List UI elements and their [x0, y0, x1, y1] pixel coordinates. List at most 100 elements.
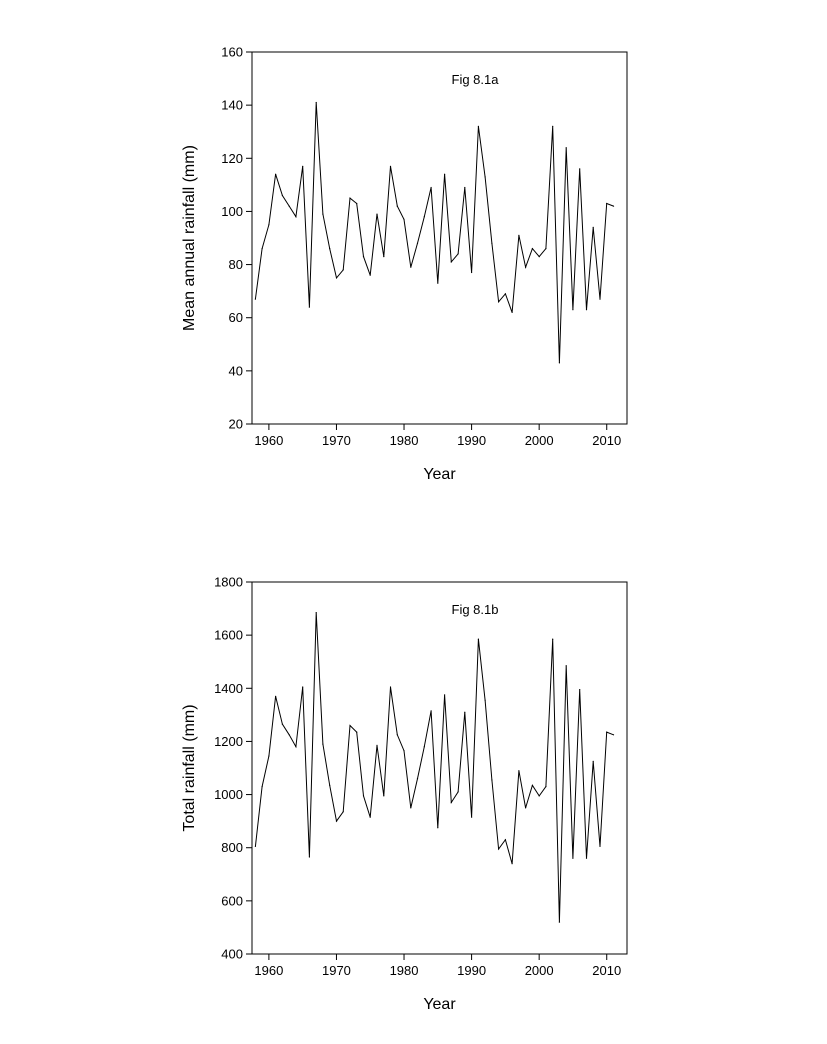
figure-annotation-b: Fig 8.1b	[452, 602, 499, 617]
y-tick-label-a-20: 20	[229, 417, 243, 432]
data-point-b-1991	[477, 638, 479, 640]
data-point-a-1967	[315, 101, 317, 104]
data-point-b-1975	[369, 816, 371, 818]
data-point-a-2003	[558, 362, 561, 364]
data-point-b-1964	[295, 746, 297, 748]
x-tick-label-b-1980: 1980	[390, 963, 419, 978]
plot-frame-a	[251, 51, 628, 425]
data-point-b-1993	[491, 779, 493, 781]
data-point-a-1978	[389, 165, 392, 167]
x-axis-title-b: Year	[423, 996, 456, 1013]
data-point-b-1976	[376, 744, 378, 746]
data-point-a-1975	[369, 274, 371, 276]
data-point-a-1997	[518, 234, 520, 236]
y-tick-label-b-600: 600	[221, 893, 243, 908]
data-point-a-1976	[376, 213, 378, 215]
data-point-b-1960	[268, 755, 270, 757]
chart-a-svg: 20 40 60 80 100 120 140 160 1960 1970 1980 1990 2000…	[181, 45, 628, 483]
x-tick-label-a-1970: 1970	[322, 433, 351, 448]
data-point-b-1961	[275, 695, 277, 697]
data-point-b-1966	[308, 856, 310, 858]
y-tick-label-b-1000: 1000	[214, 787, 243, 802]
data-point-a-2005	[572, 309, 574, 311]
data-point-b-1994	[498, 848, 500, 850]
chart-panel-a: 20 40 60 80 100 120 140 160 1960 1970 1980 1990 2000…	[0, 0, 827, 500]
data-point-b-2004	[565, 665, 567, 667]
data-point-b-1989	[464, 711, 466, 713]
data-point-a-1996	[511, 311, 513, 313]
data-point-b-2006	[579, 689, 581, 691]
y-tick-label-a-160: 160	[221, 45, 243, 60]
data-point-b-1983	[423, 746, 425, 748]
x-tick-label-b-1960: 1960	[254, 963, 283, 978]
data-point-b-1990	[471, 816, 473, 818]
data-point-a-2007	[585, 309, 588, 311]
data-point-a-1960	[268, 224, 270, 226]
data-point-b-1974	[362, 795, 365, 797]
data-point-a-1958	[254, 298, 256, 300]
data-point-b-1973	[356, 731, 358, 733]
data-point-a-1963	[288, 205, 290, 207]
data-point-a-1966	[308, 306, 310, 308]
data-point-b-1987	[450, 801, 452, 804]
data-point-a-1974	[362, 256, 365, 258]
data-point-a-1988	[457, 253, 459, 255]
data-point-a-1995	[504, 293, 506, 295]
y-axis-title-b: Total rainfall (mm)	[181, 704, 198, 831]
data-point-a-1983	[423, 216, 425, 218]
chart-panel-b: 400 600 800 1000 1200 1400 1600 1800 1960 1970 198…	[0, 530, 827, 1030]
data-point-b-1979	[396, 734, 398, 736]
data-point-b-2008	[592, 760, 594, 762]
x-tick-label-a-1980: 1980	[390, 433, 419, 448]
data-point-b-1995	[504, 839, 506, 841]
x-tick-label-a-2000: 2000	[525, 433, 554, 448]
data-point-b-1977	[383, 795, 385, 797]
data-point-a-1970	[335, 277, 338, 279]
data-point-b-2011	[612, 734, 615, 736]
data-point-b-1965	[302, 686, 304, 688]
data-point-a-2002	[552, 125, 554, 127]
data-point-a-1972	[349, 197, 351, 199]
y-axis-title-a: Mean annual rainfall (mm)	[181, 145, 198, 331]
data-point-a-1980	[403, 218, 405, 220]
data-point-b-1981	[410, 807, 412, 809]
y-tick-label-b-1200: 1200	[214, 734, 243, 749]
data-point-b-2009	[599, 845, 601, 847]
data-point-a-1985	[437, 282, 439, 284]
data-point-a-1991	[477, 125, 479, 127]
x-tick-label-b-1970: 1970	[322, 963, 351, 978]
data-point-a-2000	[538, 256, 540, 258]
data-point-a-2010	[606, 202, 608, 205]
data-point-a-1969	[329, 248, 331, 250]
data-point-a-2011	[612, 205, 615, 207]
data-point-a-1981	[410, 266, 412, 268]
data-point-a-2004	[565, 147, 567, 149]
y-tick-label-a-80: 80	[229, 257, 243, 272]
x-tick-label-b-2000: 2000	[525, 963, 554, 978]
data-point-b-1959	[261, 786, 263, 788]
data-point-a-1965	[302, 165, 304, 167]
data-point-b-1998	[525, 807, 527, 809]
data-point-b-1996	[511, 863, 513, 865]
y-tick-label-b-1600: 1600	[214, 628, 243, 643]
data-point-b-1980	[403, 750, 405, 752]
x-tick-label-a-1990: 1990	[457, 433, 486, 448]
data-point-b-1982	[416, 778, 419, 780]
data-point-b-1999	[531, 784, 534, 786]
series-line-a-0	[254, 102, 614, 363]
x-tick-label-b-1990: 1990	[457, 963, 486, 978]
x-tick-label-a-1960: 1960	[254, 433, 283, 448]
y-tick-label-b-1400: 1400	[214, 681, 243, 696]
data-point-a-1964	[295, 216, 297, 218]
data-point-b-1986	[444, 694, 446, 696]
y-tick-label-a-100: 100	[221, 204, 243, 219]
data-point-a-1986	[444, 173, 446, 175]
y-tick-label-b-1800: 1800	[214, 575, 243, 590]
data-point-a-1977	[383, 256, 385, 258]
data-point-b-2000	[538, 795, 540, 797]
data-point-b-1963	[288, 734, 290, 736]
y-tick-label-a-40: 40	[229, 363, 243, 378]
data-point-a-1968	[322, 213, 324, 215]
data-point-b-1970	[335, 820, 338, 822]
plot-frame-b	[251, 581, 628, 955]
